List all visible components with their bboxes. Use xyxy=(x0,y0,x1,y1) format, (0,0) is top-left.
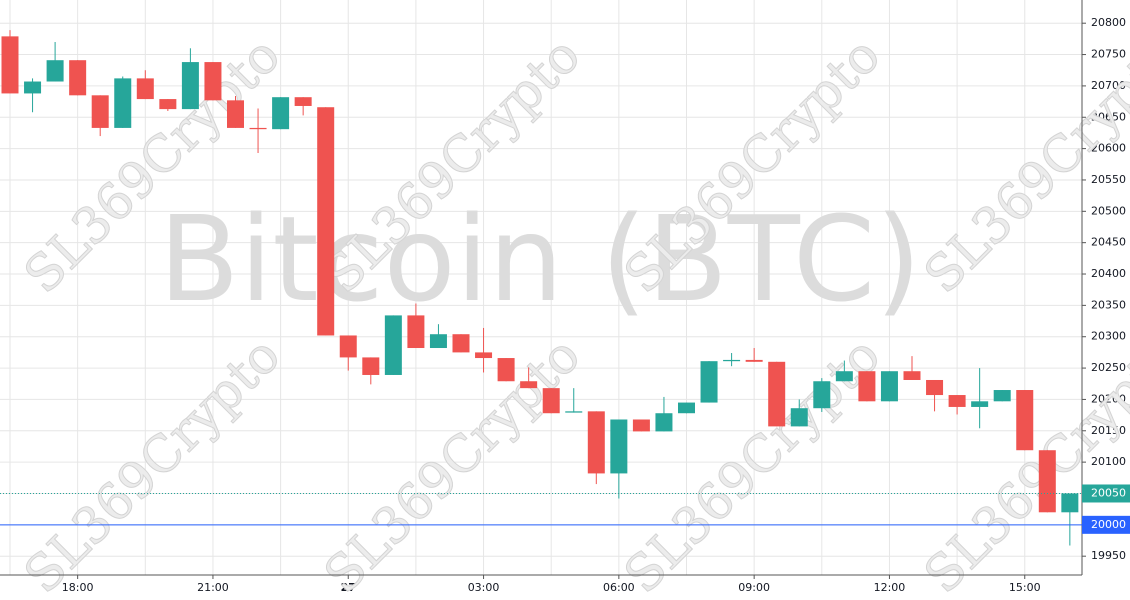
candle-body xyxy=(294,97,312,106)
x-tick-label: 18:00 xyxy=(62,581,94,594)
y-tick-label: 20450 xyxy=(1091,236,1126,249)
x-tick-label: 06:00 xyxy=(603,581,635,594)
x-tick-label: 27 xyxy=(341,581,356,594)
x-tick-label: 09:00 xyxy=(738,581,770,594)
y-tick-label: 20750 xyxy=(1091,48,1126,61)
candle-body xyxy=(204,62,222,101)
candle-body xyxy=(813,381,831,409)
candle-body xyxy=(790,408,808,427)
candle-body xyxy=(948,395,966,407)
candle-body xyxy=(1016,390,1034,451)
candle-body xyxy=(723,359,741,362)
candle-body xyxy=(24,81,42,94)
candle-body xyxy=(227,100,244,128)
candle-body xyxy=(429,334,447,349)
candle-body xyxy=(700,361,718,403)
y-tick-label: 20300 xyxy=(1091,330,1126,343)
candle-body xyxy=(159,99,177,110)
y-tick-label: 20650 xyxy=(1091,110,1126,123)
candle-body xyxy=(858,371,876,402)
y-tick-label: 20500 xyxy=(1091,204,1126,217)
y-tick-label: 20250 xyxy=(1091,361,1126,374)
price-line-label: 20000 xyxy=(1091,518,1126,531)
y-tick-label: 20150 xyxy=(1091,424,1126,437)
candle-body xyxy=(384,315,402,375)
candle-body xyxy=(339,335,357,358)
x-tick-label: 12:00 xyxy=(874,581,906,594)
candle-body xyxy=(880,371,898,402)
candle-body xyxy=(587,411,605,474)
candle-body xyxy=(181,62,199,110)
candle-body xyxy=(272,97,290,130)
candle-body xyxy=(475,352,493,359)
candle-body xyxy=(632,419,650,432)
y-tick-label: 20400 xyxy=(1091,267,1126,280)
y-tick-label: 20350 xyxy=(1091,298,1126,311)
candle-body xyxy=(1038,450,1056,513)
candle-body xyxy=(91,95,109,128)
last-price-tag xyxy=(1082,484,1130,503)
y-tick-label: 20100 xyxy=(1091,455,1126,468)
candle-body xyxy=(768,361,786,427)
candle-body xyxy=(678,402,695,414)
candle-body xyxy=(655,413,673,432)
candle-body xyxy=(46,60,64,82)
candle-body xyxy=(565,411,583,413)
candle-body xyxy=(69,60,87,96)
candle-body xyxy=(407,315,425,349)
x-tick-label: 21:00 xyxy=(197,581,229,594)
y-tick-label: 20800 xyxy=(1091,16,1126,29)
candle-body xyxy=(520,381,538,389)
candle-body xyxy=(745,359,763,362)
candle-body xyxy=(903,371,921,380)
x-tick-label: 15:00 xyxy=(1009,581,1041,594)
candle-body xyxy=(926,379,944,396)
candle-body xyxy=(136,78,154,100)
last-price-label: 20050 xyxy=(1091,486,1126,499)
candle-body xyxy=(610,419,628,474)
candle-body xyxy=(114,78,132,128)
y-tick-label: 19950 xyxy=(1091,549,1126,562)
candle-body xyxy=(835,371,853,382)
candle-body xyxy=(362,357,380,375)
candle-body xyxy=(971,401,989,407)
y-tick-label: 20600 xyxy=(1091,142,1126,155)
candle-body xyxy=(497,358,515,382)
candle-body xyxy=(452,334,470,353)
candle-body xyxy=(993,390,1011,402)
y-tick-label: 20550 xyxy=(1091,173,1126,186)
y-tick-label: 20700 xyxy=(1091,79,1126,92)
candle-body xyxy=(249,127,267,130)
candle-body xyxy=(1061,493,1079,513)
price-line-tag xyxy=(1082,515,1130,534)
watermark-title: Bitcoin (BTC) xyxy=(159,190,922,328)
candle-body xyxy=(542,388,560,414)
candle-body xyxy=(1,36,19,94)
candle-body xyxy=(317,107,335,336)
x-tick-label: 03:00 xyxy=(468,581,500,594)
y-tick-label: 20200 xyxy=(1091,392,1126,405)
